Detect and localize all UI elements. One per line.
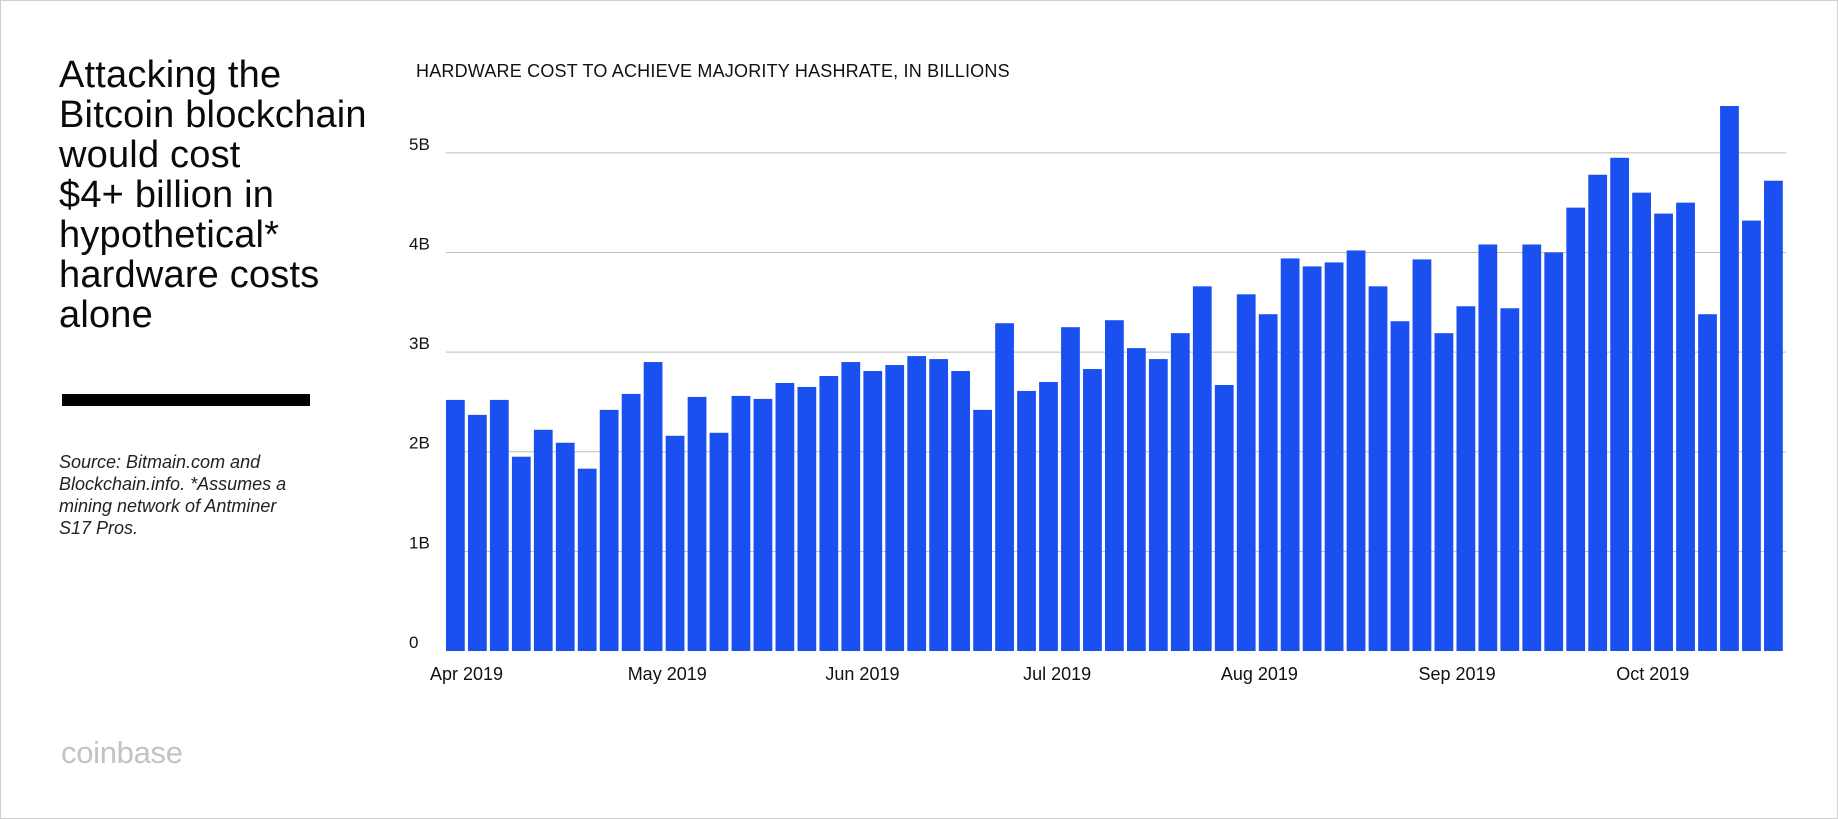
bar — [1720, 105, 1739, 652]
x-tick-label: Apr 2019 — [430, 664, 503, 684]
bar — [1566, 207, 1586, 651]
bar — [577, 468, 597, 651]
bar — [819, 376, 839, 651]
bar — [863, 371, 883, 651]
bar — [1390, 321, 1410, 651]
bar — [1039, 381, 1058, 651]
bar — [1412, 259, 1432, 651]
bar — [951, 371, 971, 651]
bar — [1764, 180, 1783, 651]
y-tick-label: 2B — [409, 434, 430, 453]
bar — [489, 399, 509, 651]
bar — [1258, 314, 1278, 651]
y-tick-label: 4B — [409, 234, 430, 253]
bar — [446, 399, 465, 651]
bar — [1478, 244, 1498, 652]
y-tick-label: 5B — [409, 135, 430, 154]
bar — [555, 442, 575, 651]
bar — [907, 356, 927, 651]
headline-line: would cost — [59, 134, 241, 176]
x-tick-label: Jun 2019 — [825, 664, 899, 684]
headline-line: Bitcoin blockchain — [59, 94, 367, 136]
bar — [665, 435, 685, 651]
x-tick-label: Aug 2019 — [1221, 664, 1298, 684]
bar — [599, 409, 619, 651]
bar — [687, 396, 707, 651]
bar — [1544, 252, 1564, 651]
bar — [1192, 286, 1212, 651]
bar — [1742, 220, 1761, 651]
bar — [1632, 192, 1651, 652]
bar — [1324, 262, 1344, 651]
bar — [1280, 258, 1300, 651]
bar — [533, 429, 553, 651]
bar — [1170, 333, 1190, 651]
x-tick-label: Sep 2019 — [1419, 664, 1496, 684]
bar — [1083, 369, 1102, 651]
bar — [775, 382, 795, 651]
chart-title: HARDWARE COST TO ACHIEVE MAJORITY HASHRA… — [416, 61, 1010, 81]
headline-line: $4+ billion in — [59, 174, 275, 216]
bar — [1105, 320, 1124, 651]
bar — [1214, 384, 1234, 651]
bar — [797, 386, 817, 651]
x-tick-label: Jul 2019 — [1023, 664, 1091, 684]
bar — [621, 393, 641, 651]
x-tick-label: May 2019 — [628, 664, 707, 684]
headline: Attacking the Bitcoin blockchain would c… — [59, 55, 399, 335]
bar — [643, 362, 663, 651]
x-tick-label: Oct 2019 — [1616, 664, 1689, 684]
bar — [1588, 174, 1608, 652]
bar — [1676, 202, 1695, 651]
bar — [1698, 314, 1717, 651]
bar — [731, 395, 751, 651]
bar — [1302, 266, 1322, 651]
headline-line: hypothetical* — [59, 214, 280, 256]
bar — [1500, 308, 1520, 651]
bar — [885, 365, 905, 651]
headline-line: alone — [59, 294, 153, 336]
bar — [1434, 333, 1454, 651]
bar — [1148, 359, 1168, 651]
bar — [841, 362, 861, 651]
bar — [1654, 213, 1673, 651]
bar — [1368, 286, 1388, 651]
bar — [1346, 250, 1366, 651]
bar — [1236, 294, 1256, 651]
y-tick-label: 1B — [409, 533, 430, 552]
bar — [511, 456, 531, 651]
bar — [995, 323, 1014, 651]
bar — [929, 359, 949, 651]
divider — [62, 394, 310, 406]
source-note: Source: Bitmain.com and Blockchain.info.… — [59, 452, 287, 538]
y-tick-label: 3B — [409, 334, 430, 353]
y-tick-label: 0 — [409, 633, 418, 652]
bar — [1017, 390, 1036, 651]
bar — [1610, 157, 1630, 652]
coinbase-logo: coinbase — [61, 735, 183, 770]
bar — [753, 398, 773, 651]
bar — [1061, 327, 1080, 651]
bar — [467, 414, 487, 651]
bar — [973, 409, 992, 651]
bar — [1126, 348, 1146, 651]
bar — [1522, 244, 1542, 652]
headline-line: Attacking the — [59, 54, 282, 96]
bar — [1456, 306, 1476, 651]
bar — [709, 432, 729, 651]
headline-line: hardware costs — [59, 254, 320, 296]
